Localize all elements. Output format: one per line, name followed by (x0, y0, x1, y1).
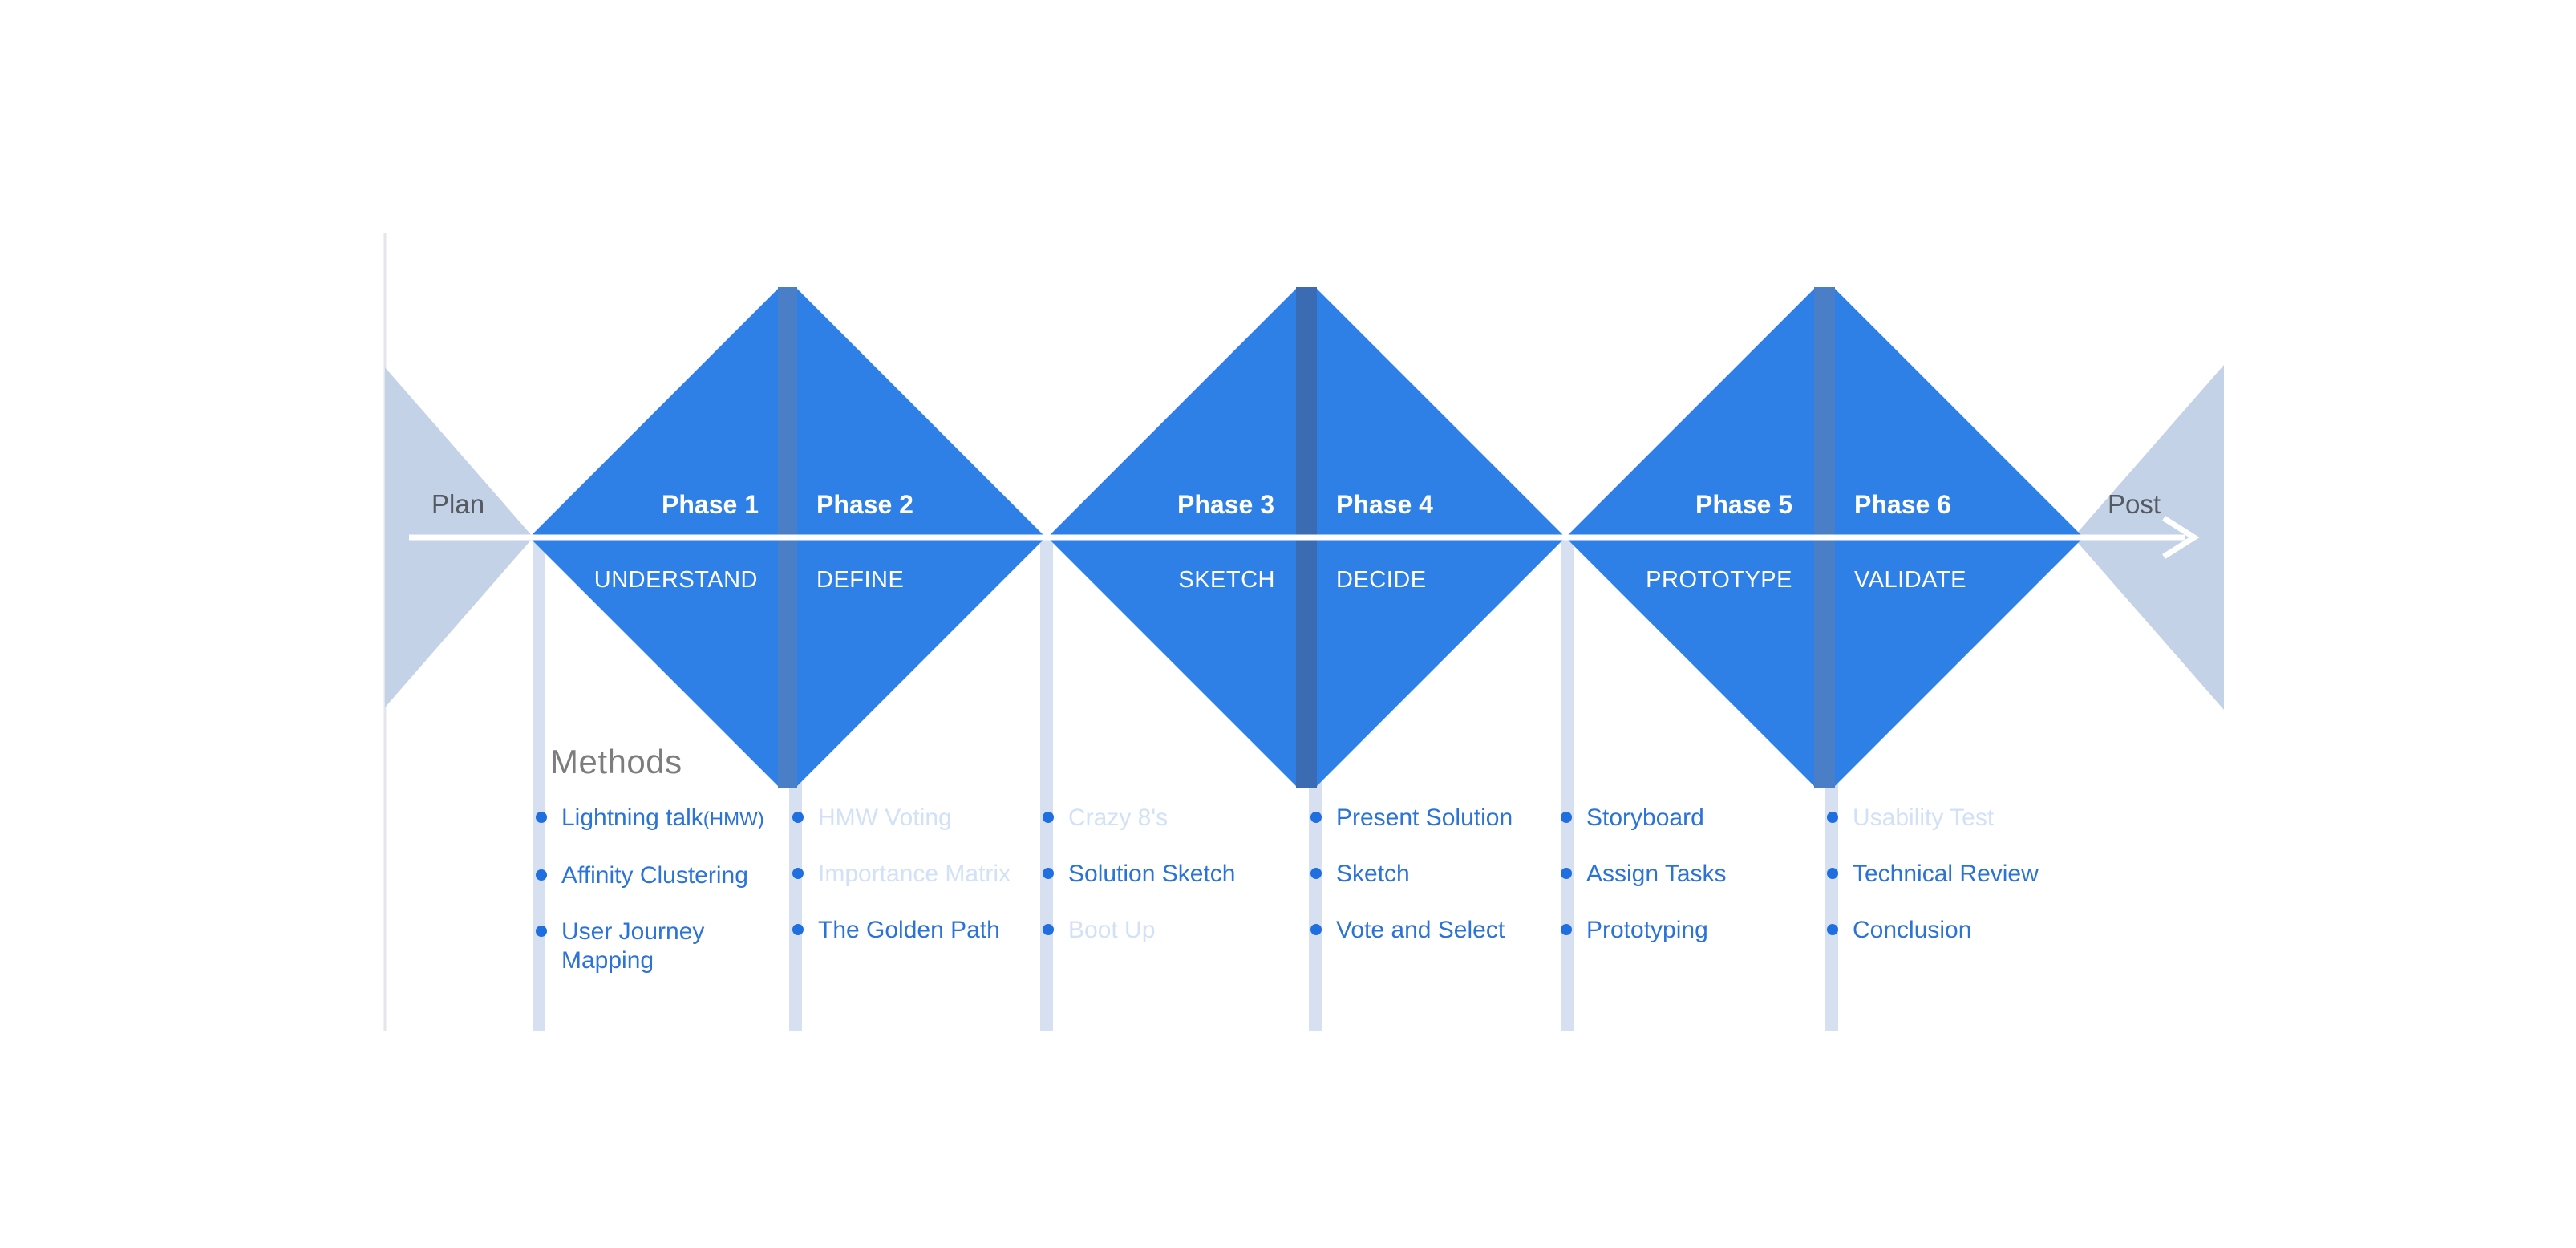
bullet-dot-icon (1043, 924, 1054, 935)
method-label: Boot Up (1068, 917, 1156, 943)
method-label-suffix: (HMW) (703, 808, 764, 830)
phase-2-title: Phase 2 (816, 490, 913, 519)
phase-5-title: Phase 5 (1695, 490, 1792, 519)
method-label: HMW Voting (818, 804, 952, 831)
method-label: Vote and Select (1336, 917, 1505, 943)
bullet-dot-icon (792, 812, 804, 823)
phase-2-name: DEFINE (816, 567, 904, 593)
method-label: Conclusion (1853, 917, 1972, 943)
method-label: Affinity Clustering (561, 862, 748, 889)
method-item: Boot Up (1043, 916, 1309, 945)
post-label: Post (2108, 489, 2161, 519)
method-label: The Golden Path (818, 917, 1000, 943)
phase-4-title: Phase 4 (1336, 490, 1433, 519)
method-item: Sketch (1310, 860, 1577, 889)
methods-column-3: Crazy 8's Solution Sketch Boot Up (1043, 804, 1309, 972)
phase-6-title: Phase 6 (1854, 490, 1951, 519)
bullet-dot-icon (1827, 924, 1838, 935)
plan-label: Plan (431, 489, 484, 519)
methods-title: Methods (550, 743, 682, 780)
method-label: Lightning talk (561, 804, 703, 831)
method-label: Technical Review (1853, 861, 2039, 887)
method-item: Vote and Select (1310, 916, 1577, 945)
method-item: Storyboard (1561, 804, 1827, 833)
bullet-dot-icon (1310, 924, 1322, 935)
method-label: Solution Sketch (1068, 861, 1236, 887)
methods-column-2: HMW Voting Importance Matrix The Golden … (792, 804, 1059, 972)
method-item: HMW Voting (792, 804, 1059, 833)
bullet-dot-icon (536, 869, 547, 881)
method-label: User Journey Mapping (561, 918, 705, 974)
method-item: Present Solution (1310, 804, 1577, 833)
methods-column-4: Present Solution Sketch Vote and Select (1310, 804, 1577, 972)
bullet-dot-icon (1827, 812, 1838, 823)
guide-line-3 (1040, 537, 1053, 1031)
phase-4-name: DECIDE (1336, 567, 1427, 593)
bullet-dot-icon (1043, 812, 1054, 823)
bullet-dot-icon (536, 926, 547, 937)
method-label: Importance Matrix (818, 861, 1011, 887)
bullet-dot-icon (1827, 868, 1838, 879)
bullet-dot-icon (1043, 868, 1054, 879)
methods-column-5: Storyboard Assign Tasks Prototyping (1561, 804, 1827, 972)
phase-1-name: UNDERSTAND (594, 567, 758, 593)
methods-column-6: Usability Test Technical Review Conclusi… (1827, 804, 2093, 972)
phase-6-name: VALIDATE (1854, 567, 1966, 593)
method-item: Solution Sketch (1043, 860, 1309, 889)
method-item: Lightning talk(HMW) (536, 804, 802, 834)
phase-3-name: SKETCH (1178, 567, 1275, 593)
bullet-dot-icon (536, 812, 547, 823)
phase-3-title: Phase 3 (1177, 490, 1274, 519)
method-label: Prototyping (1586, 917, 1708, 943)
bullet-dot-icon (1310, 812, 1322, 823)
phase-1-title: Phase 1 (662, 490, 759, 519)
method-item: Affinity Clustering (536, 861, 802, 890)
method-label: Present Solution (1336, 804, 1513, 831)
guide-line-1 (533, 537, 545, 1031)
method-item: User Journey Mapping (536, 918, 722, 975)
bullet-dot-icon (792, 868, 804, 879)
method-label: Assign Tasks (1586, 861, 1727, 887)
method-item: Usability Test (1827, 804, 2093, 833)
methods-column-1: Lightning talk(HMW) Affinity Clustering … (536, 804, 802, 1003)
method-item: Crazy 8's (1043, 804, 1309, 833)
method-item: The Golden Path (792, 916, 1059, 945)
timeline-arrow-head (2162, 516, 2200, 559)
bullet-dot-icon (1561, 868, 1572, 879)
guide-line-5 (1561, 537, 1574, 1031)
phase-5-name: PROTOTYPE (1646, 567, 1792, 593)
method-label: Storyboard (1586, 804, 1704, 831)
method-item: Prototyping (1561, 916, 1827, 945)
bullet-dot-icon (792, 924, 804, 935)
method-item: Technical Review (1827, 860, 2093, 889)
bullet-dot-icon (1561, 924, 1572, 935)
method-label: Usability Test (1853, 804, 1995, 831)
method-label: Crazy 8's (1068, 804, 1169, 831)
method-item: Conclusion (1827, 916, 2093, 945)
bullet-dot-icon (1310, 868, 1322, 879)
bullet-dot-icon (1561, 812, 1572, 823)
method-label: Sketch (1336, 861, 1410, 887)
method-item: Assign Tasks (1561, 860, 1827, 889)
method-item: Importance Matrix (792, 860, 1059, 889)
